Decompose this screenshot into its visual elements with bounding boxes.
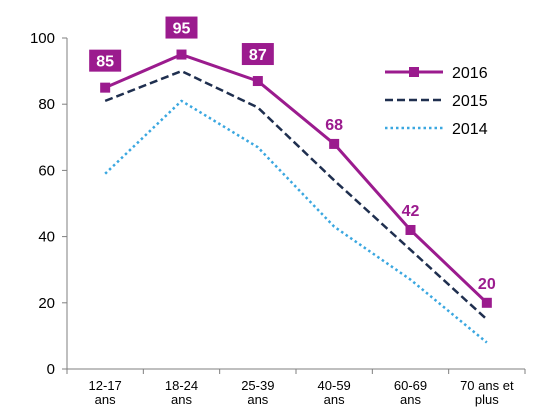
y-tick-label: 100	[30, 30, 55, 47]
series-line-2014	[104, 99, 488, 344]
legend-label-2015: 2015	[452, 93, 488, 110]
x-tick-label-line: ans	[171, 392, 192, 407]
x-tick-label-line: 18-24	[165, 378, 198, 393]
x-tick-label-line: 60-69	[394, 378, 427, 393]
x-tick-label-line: ans	[247, 392, 268, 407]
data-label-box	[89, 49, 122, 72]
x-tick-label: 70 ans et plus	[460, 378, 514, 407]
y-tick-label: 20	[38, 295, 55, 312]
x-tick-label: 60-69 ans	[394, 378, 427, 407]
series-line-2015	[104, 69, 488, 321]
x-tick-label-line: ans	[95, 392, 116, 407]
series-marker-2016	[176, 49, 187, 60]
y-tick-label: 0	[47, 361, 55, 378]
y-tick-label: 80	[38, 96, 55, 113]
x-tick-label-line: 25-39	[241, 378, 274, 393]
series-marker-2016	[481, 297, 492, 308]
data-label: 85	[96, 54, 114, 71]
series-marker-2016	[252, 76, 263, 87]
data-label: 42	[402, 203, 420, 220]
series-layer	[100, 49, 492, 344]
series-marker-2016	[329, 138, 340, 149]
data-label-box	[241, 43, 274, 66]
legend-marker-2016	[409, 67, 419, 77]
x-tick-label: 25-39 ans	[241, 378, 274, 407]
x-tick-label-line: 40-59	[318, 378, 351, 393]
y-tick-label: 60	[38, 162, 55, 179]
x-tick-label-line: ans	[400, 392, 421, 407]
x-tick-label-line: 70 ans et	[460, 378, 514, 393]
data-label-box	[165, 16, 198, 39]
data-labels-layer: 85 95 87 68 42 20	[89, 16, 496, 293]
x-tick-label: 12-17 ans	[89, 378, 122, 407]
data-label: 68	[325, 117, 343, 134]
data-label: 95	[173, 21, 191, 38]
x-tick-label: 40-59 ans	[318, 378, 351, 407]
series-line-2016	[104, 53, 488, 304]
y-tick-label: 40	[38, 229, 55, 246]
legend-label-2014: 2014	[452, 121, 488, 138]
x-tick-label: 18-24 ans	[165, 378, 198, 407]
series-marker-2016	[100, 82, 111, 93]
x-tick-label-line: 12-17	[89, 378, 122, 393]
legend: 2016 2015 2014	[385, 65, 488, 138]
x-tick-label-line: plus	[475, 392, 499, 407]
x-tick-label-line: ans	[324, 392, 345, 407]
legend-label-2016: 2016	[452, 65, 488, 82]
data-label: 87	[249, 47, 267, 64]
data-label: 20	[478, 276, 496, 293]
series-marker-2016	[405, 224, 416, 235]
